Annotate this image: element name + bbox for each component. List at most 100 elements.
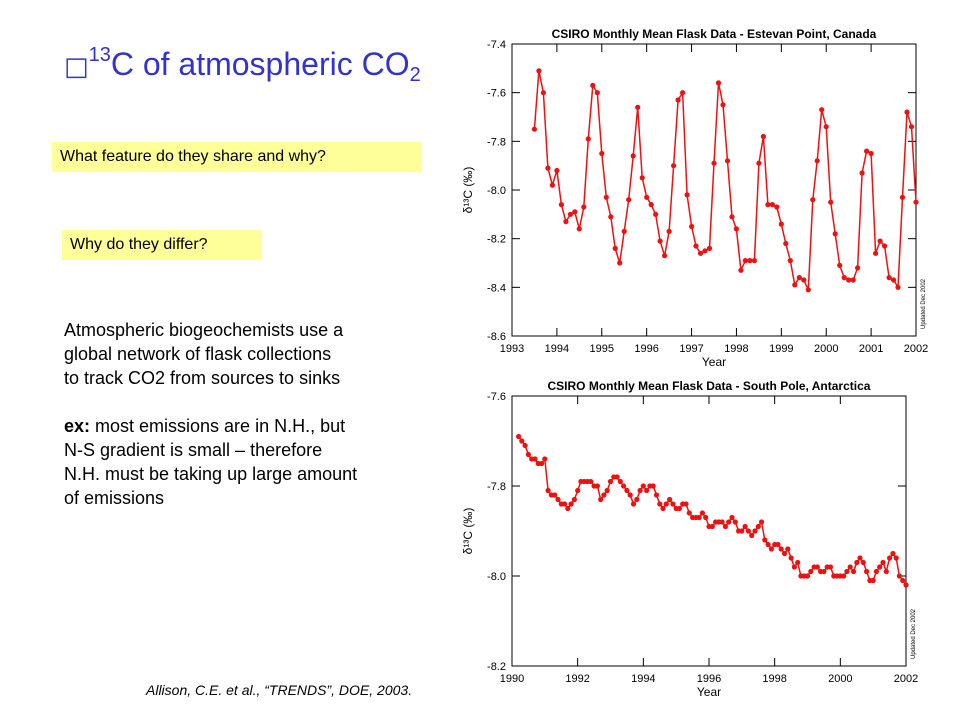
data-point [810,197,816,203]
data-point [686,510,692,516]
data-point [805,287,811,293]
x-tick-label: 2002 [904,343,928,355]
data-point [765,202,771,208]
x-tick-label: 2002 [894,673,918,685]
data-point [864,568,870,575]
y-tick-label: -7.4 [487,39,506,51]
data-point [775,541,781,548]
data-point [722,523,728,530]
paragraph-gap [64,390,444,414]
data-point [828,199,834,205]
data-point [604,487,610,494]
data-point [696,514,702,521]
data-point [703,514,709,521]
data-point [644,487,650,494]
data-point [657,238,663,244]
y-tick-label: -8.0 [487,571,506,583]
x-tick-label: 1995 [590,343,614,355]
data-point [765,541,771,548]
data-point [576,226,582,232]
y-tick-label: -8.2 [487,661,506,673]
data-point [873,568,879,575]
data-point [545,487,551,494]
delta-glyph: □ [64,52,89,82]
data-point [778,546,784,552]
data-point [854,559,860,566]
data-point [896,573,902,579]
data-point [657,501,663,507]
data-point [792,282,798,288]
data-point [565,505,571,512]
data-point [676,505,682,512]
data-point [882,243,888,249]
data-point [598,496,604,503]
data-point [670,501,676,507]
data-point [900,577,906,584]
data-point [880,559,886,566]
data-point [585,136,591,142]
data-point [588,478,594,485]
data-point [788,555,794,561]
data-point [870,577,876,584]
data-point [819,107,825,113]
data-point [808,568,814,575]
x-tick-label: 1998 [762,673,786,685]
data-point [887,555,893,561]
plot-frame [511,395,907,667]
data-point [756,160,762,166]
data-point [540,90,546,96]
y-tick-label: -8.6 [487,331,506,343]
data-point [563,219,569,225]
data-point [666,228,672,234]
data-point [814,564,820,570]
data-point [561,501,568,507]
data-point [778,221,784,227]
data-point [827,564,834,570]
data-point [626,197,632,203]
data-point [893,555,899,561]
data-point [671,163,677,169]
data-point [706,245,713,251]
paragraph-line: of emissions [64,488,165,508]
data-point [711,160,717,166]
data-point [850,277,856,283]
data-point [726,519,732,525]
data-point [729,214,735,220]
data-point [603,194,609,200]
data-point [662,253,668,259]
data-point [729,514,735,521]
chart-title: CSIRO Monthly Mean Flask Data - Estevan … [552,27,877,41]
data-point [752,528,758,534]
data-point [567,211,573,217]
example-lead: ex: [64,416,91,436]
data-point [913,199,919,205]
x-tick-label: 1992 [565,673,589,685]
data-point [877,564,883,570]
data-point [762,537,768,543]
data-point [555,496,561,503]
data-point [648,202,654,208]
paragraph-line: global network of flask collections [64,344,332,364]
data-point [693,243,699,249]
data-point [899,194,906,200]
data-point [760,133,766,140]
data-point [607,478,614,485]
data-point [552,492,558,498]
data-point [742,523,748,530]
data-point [857,555,863,561]
data-point [630,501,637,507]
question-callout-differ: Why do they differ? [62,230,262,260]
x-tick-label: 1993 [500,343,524,355]
paragraph-line: to track CO2 from sources to sinks [64,368,341,388]
data-point [908,124,915,130]
data-point [525,451,531,458]
x-tick-label: 1999 [769,343,793,355]
data-point [873,250,879,256]
x-tick-label: 2000 [828,673,852,685]
data-point [663,501,669,507]
data-point [823,124,829,130]
x-axis-label: Year [702,355,726,369]
data-point [683,501,689,507]
data-point [516,433,522,440]
data-point [621,228,627,234]
